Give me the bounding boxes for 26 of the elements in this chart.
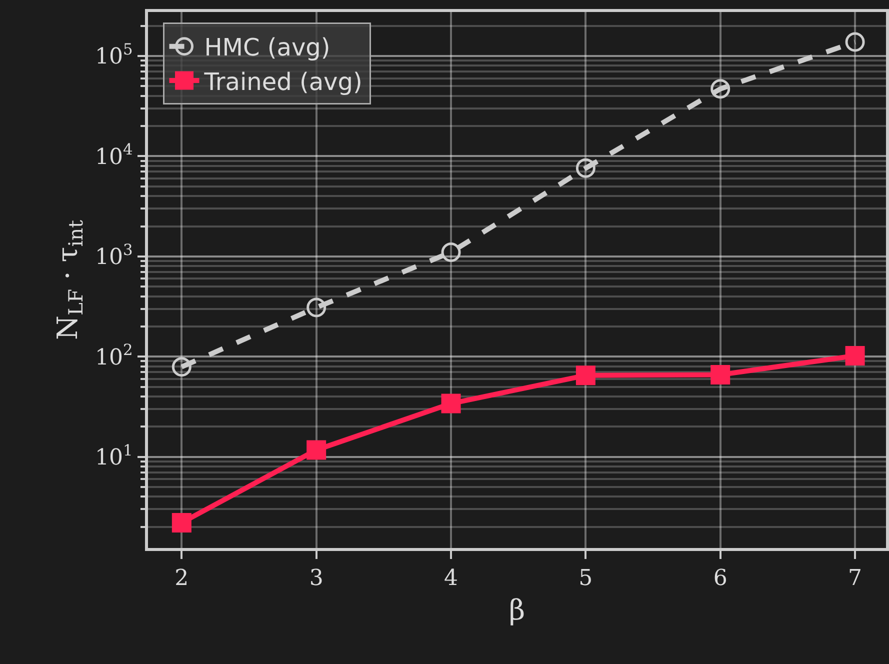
x-tick-label: 6 [713, 566, 728, 592]
point [845, 346, 865, 366]
point [576, 158, 596, 178]
x-tick-label: 5 [578, 566, 593, 592]
x-tick-label: 4 [444, 566, 458, 592]
point [306, 440, 326, 460]
point [172, 357, 192, 377]
y-tick-label: 10$^{5}$ [95, 40, 133, 70]
y-tick-label: 10$^{2}$ [95, 341, 133, 370]
point [710, 79, 730, 99]
x-tick-label: 7 [848, 566, 862, 592]
point [306, 298, 326, 318]
x-tick-label: 3 [309, 566, 324, 592]
x-tick-label: 2 [174, 566, 189, 592]
point [172, 512, 192, 532]
point [441, 242, 461, 262]
legend-label: HMC (avg) [204, 34, 330, 62]
y-tick-label: 10$^{1}$ [95, 441, 133, 471]
point [710, 364, 730, 384]
point [845, 32, 865, 52]
point [441, 394, 461, 414]
point [576, 366, 596, 386]
y-tick-label: 10$^{4}$ [95, 140, 134, 170]
x-axis-title: β [508, 593, 526, 626]
legend-label: Trained (avg) [203, 68, 362, 96]
y-tick-label: 10$^{3}$ [95, 240, 133, 270]
